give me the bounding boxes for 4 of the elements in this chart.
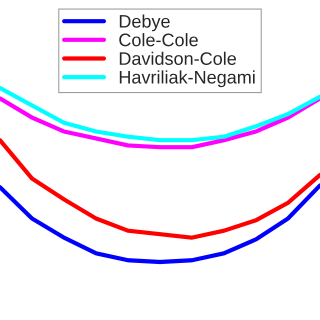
legend-label: Havriliak-Negami [120,70,255,88]
legend-label: Debye [120,14,170,32]
legend-label: Davidson-Cole [120,52,236,65]
legend-label: Cole-Cole [119,33,198,46]
